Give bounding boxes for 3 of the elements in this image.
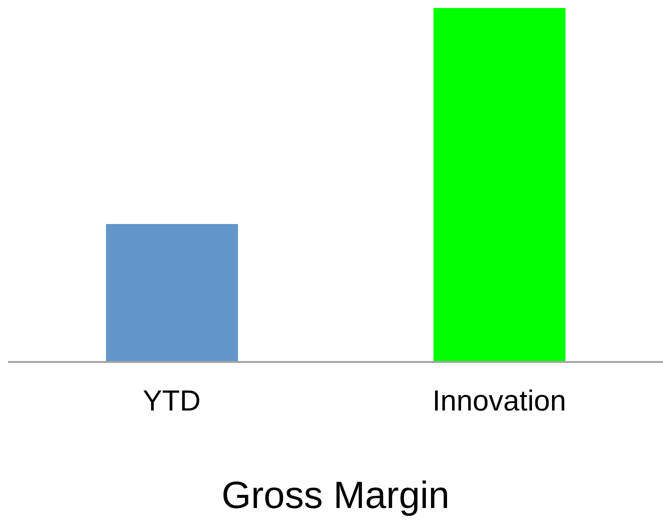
- x-tick-label: YTD: [142, 386, 201, 418]
- x-tick-label: Innovation: [432, 386, 566, 418]
- x-axis-title: Gross Margin: [221, 475, 450, 517]
